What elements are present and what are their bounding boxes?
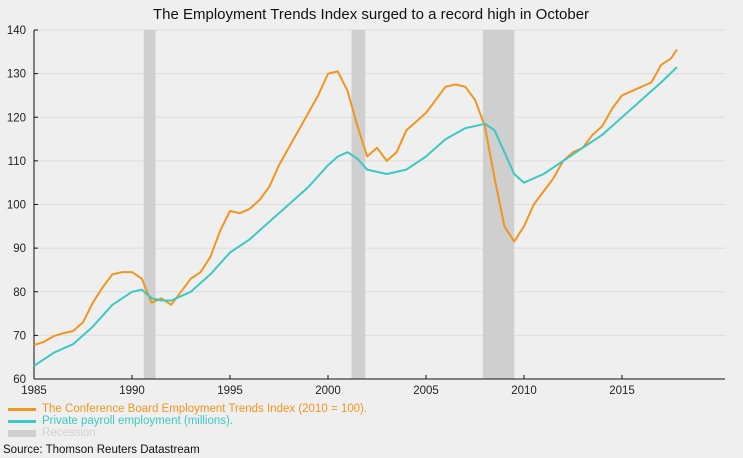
y-tick-label: 60 [13,374,26,386]
recession-band [351,30,366,379]
x-tick-label: 1990 [119,385,145,397]
legend-swatch-payroll [8,419,36,423]
x-tick-label: 1995 [217,385,243,397]
x-tick-label: 1985 [21,385,47,397]
chart-title: The Employment Trends Index surged to a … [153,6,589,23]
y-tick-label: 130 [7,69,26,81]
legend-swatch-eti [8,407,36,411]
legend-label-recession: Recession [42,427,96,439]
legend-item-recession: Recession [8,427,367,439]
series-line-eti [33,49,678,346]
recession-band [143,30,156,379]
source-note: Source: Thomson Reuters Datastream [3,444,200,456]
y-tick-label: 80 [13,287,26,299]
legend-swatch-recession [8,429,36,437]
recession-band [482,30,515,379]
x-tick-label: 2005 [413,385,439,397]
y-tick-label: 100 [7,200,26,212]
y-tick-label: 70 [13,330,26,342]
legend-label-payroll: Private payroll employment (millions). [42,415,234,427]
legend-item-eti: The Conference Board Employment Trends I… [8,403,367,415]
legend: The Conference Board Employment Trends I… [8,403,367,439]
x-tick-label: 2010 [511,385,537,397]
x-tick-label: 2000 [315,385,341,397]
y-tick-label: 110 [8,156,26,168]
y-tick-label: 90 [13,243,26,255]
series-line-payroll [33,66,678,367]
legend-item-payroll: Private payroll employment (millions). [8,415,367,427]
legend-label-eti: The Conference Board Employment Trends I… [42,403,368,415]
y-tick-label: 140 [7,25,26,37]
x-tick-label: 2015 [609,385,635,397]
y-tick-label: 120 [7,112,26,124]
